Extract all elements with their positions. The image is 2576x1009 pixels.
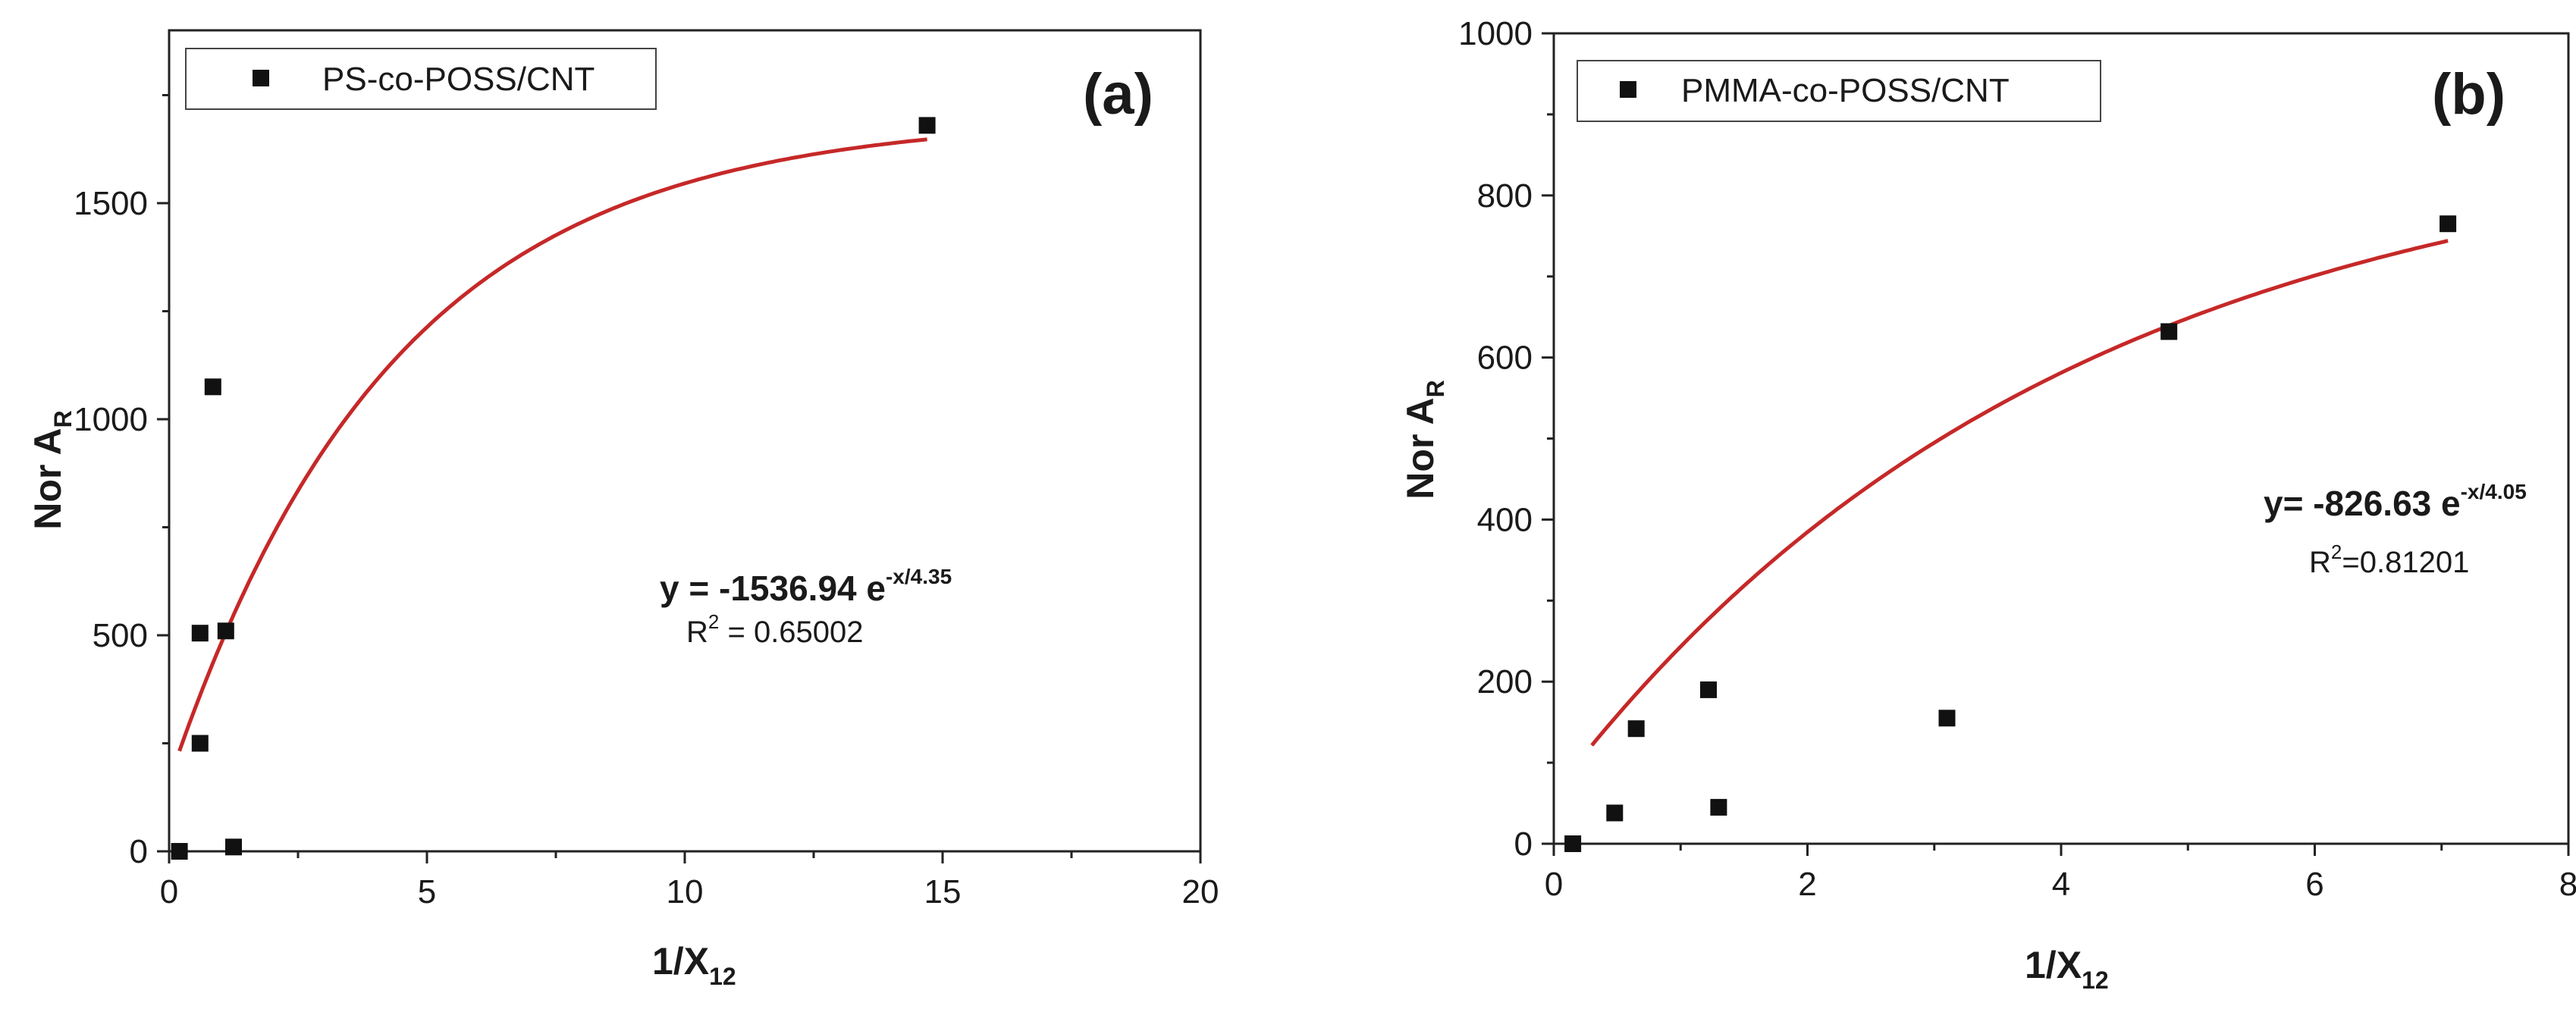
fit-equation: y= -826.63 e-x/4.05 R2=0.81201 xyxy=(2264,480,2527,579)
data-point xyxy=(217,622,234,640)
y-tick-label: 200 xyxy=(1477,663,1533,700)
y-tick-label: 0 xyxy=(130,833,148,870)
data-point xyxy=(2440,215,2457,233)
fit-curve xyxy=(177,137,927,752)
legend: PMMA-co-POSS/CNT xyxy=(1577,60,2101,122)
data-point xyxy=(191,625,209,642)
y-tick-label: 800 xyxy=(1477,177,1533,215)
tick-marks: 0 2 4 6 8 0 200 400 600 800 1000 xyxy=(1458,15,2576,903)
legend-box xyxy=(1577,60,2101,122)
y-axis-title-sub: R xyxy=(49,410,77,428)
x-tick-label: 15 xyxy=(924,873,962,910)
x-axis-title-main: 1/X xyxy=(652,940,709,982)
r2-sup: 2 xyxy=(2331,541,2342,563)
data-point xyxy=(918,117,936,134)
fit-equation: y = -1536.94 e-x/4.35 R2 = 0.65002 xyxy=(660,565,952,649)
x-axis-title-main: 1/X xyxy=(2025,944,2082,986)
legend-marker xyxy=(1620,81,1636,98)
data-point xyxy=(191,735,209,752)
plot-frame xyxy=(1552,32,2570,845)
y-axis-title-main: Nor A xyxy=(27,428,69,529)
y-tick-label: 1000 xyxy=(74,401,148,438)
data-point xyxy=(2160,323,2178,340)
r2-sup: 2 xyxy=(708,610,719,633)
data-point xyxy=(1710,798,1727,816)
y-axis-title: Nor AR xyxy=(1399,380,1449,499)
legend: PS-co-POSS/CNT xyxy=(185,48,657,110)
panel-label: (a) xyxy=(1083,62,1153,127)
y-axis-title-main: Nor A xyxy=(1399,397,1442,499)
equation-body: y = -1536.94 e xyxy=(660,569,886,608)
equation-text: y = -1536.94 e-x/4.35 xyxy=(660,565,952,608)
equation-text: y= -826.63 e-x/4.05 xyxy=(2264,480,2527,523)
data-point xyxy=(1606,804,1624,822)
fit-layer xyxy=(177,137,927,752)
data-point xyxy=(1627,720,1645,738)
y-axis-title-sub: R xyxy=(1422,380,1449,397)
x-tick-label: 20 xyxy=(1182,873,1219,910)
x-tick-label: 10 xyxy=(667,873,704,910)
y-tick-label: 1500 xyxy=(74,185,148,222)
x-tick-label: 0 xyxy=(1545,866,1563,903)
y-tick-label: 400 xyxy=(1477,501,1533,538)
data-point xyxy=(225,838,242,856)
fit-layer xyxy=(1590,239,2449,747)
equation-exponent: -x/4.35 xyxy=(886,565,952,588)
x-axis-title: 1/X12 xyxy=(652,940,736,990)
plot-frame xyxy=(168,29,1202,853)
legend-marker xyxy=(253,70,269,86)
x-tick-label: 2 xyxy=(1798,866,1816,903)
x-tick-label: 4 xyxy=(2052,866,2070,903)
x-tick-label: 0 xyxy=(160,873,178,910)
r2-label: R xyxy=(686,616,708,649)
data-points xyxy=(171,117,936,860)
y-tick-label: 500 xyxy=(93,617,148,654)
data-point xyxy=(204,378,221,396)
data-point xyxy=(1938,710,1956,727)
y-axis-title: Nor AR xyxy=(27,410,77,529)
data-point xyxy=(171,843,188,860)
x-tick-label: 5 xyxy=(418,873,436,910)
data-point xyxy=(1564,835,1582,852)
y-tick-label: 600 xyxy=(1477,340,1533,377)
x-axis-title-sub: 12 xyxy=(2082,967,2109,994)
x-axis-title: 1/X12 xyxy=(2025,944,2109,994)
legend-label: PMMA-co-POSS/CNT xyxy=(1681,72,2010,109)
x-tick-label: 6 xyxy=(2305,866,2323,903)
y-tick-label: 1000 xyxy=(1458,15,1533,52)
r2-label: R xyxy=(2309,546,2331,579)
x-axis-title-sub: 12 xyxy=(709,963,736,990)
r2-value: = 0.65002 xyxy=(719,616,863,649)
data-point xyxy=(1700,681,1717,698)
panel-label: (b) xyxy=(2432,62,2505,127)
fit-curve xyxy=(1590,239,2449,747)
legend-label: PS-co-POSS/CNT xyxy=(322,61,595,98)
r2-text: R2=0.81201 xyxy=(2309,541,2469,579)
y-tick-label: 0 xyxy=(1514,826,1533,863)
equation-body: y= -826.63 e xyxy=(2264,484,2461,523)
tick-marks: 0 5 10 15 20 0 500 1000 1500 xyxy=(74,94,1219,910)
data-points xyxy=(1564,215,2457,852)
r2-text: R2 = 0.65002 xyxy=(686,610,864,649)
r2-value: =0.81201 xyxy=(2342,546,2469,579)
equation-exponent: -x/4.05 xyxy=(2461,480,2527,503)
x-tick-label: 8 xyxy=(2559,866,2576,903)
